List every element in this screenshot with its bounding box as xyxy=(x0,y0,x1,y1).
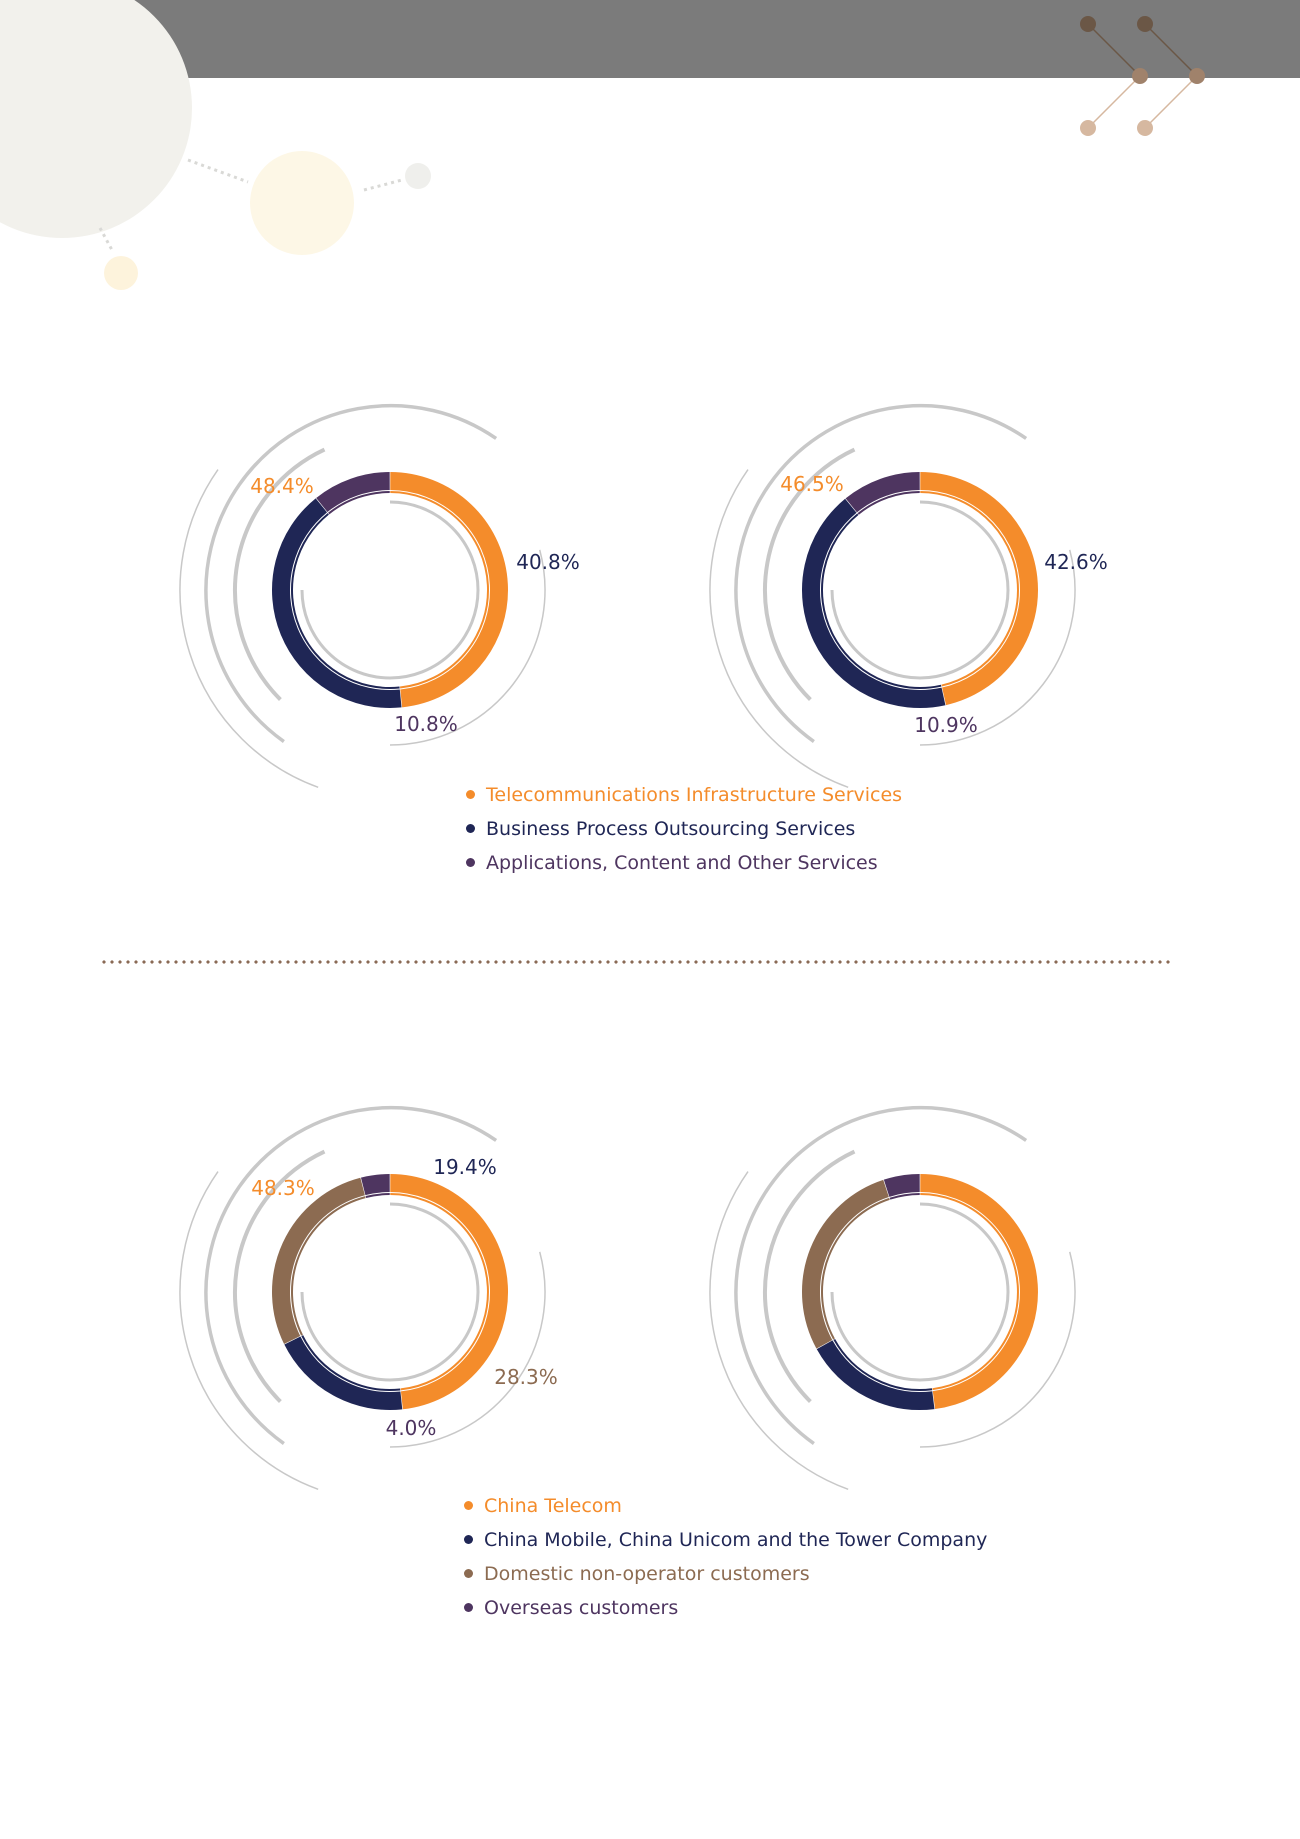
inner-arc xyxy=(300,500,480,680)
legend-label: Business Process Outsourcing Services xyxy=(486,818,856,840)
slice-inner-line xyxy=(833,1338,933,1391)
slice-inner-line xyxy=(328,491,390,515)
decorative-arc xyxy=(179,469,319,789)
legend-dot-icon xyxy=(464,1535,473,1544)
slice-inner-line xyxy=(889,1193,920,1200)
legend-customer-types: China Telecom China Mobile, China Unicom… xyxy=(464,1489,987,1625)
legend-label: China Telecom xyxy=(484,1495,622,1517)
decorative-arc xyxy=(734,403,1028,743)
legend-label: Telecommunications Infrastructure Servic… xyxy=(486,784,903,806)
legend-item: Overseas customers xyxy=(464,1591,987,1625)
slice-label-bpo: 40.8% xyxy=(516,550,580,574)
donut-slice xyxy=(284,1336,403,1410)
legend-dot-icon xyxy=(464,1603,473,1612)
slice-inner-line xyxy=(920,1193,1019,1391)
slice-inner-line xyxy=(821,1197,890,1340)
donut-slice xyxy=(802,1179,890,1349)
donut-slice xyxy=(272,498,402,708)
decorative-arc xyxy=(763,1149,856,1404)
deco-circle-small xyxy=(405,163,431,189)
donut-svg xyxy=(709,1105,1076,1491)
decorative-arc xyxy=(389,549,546,746)
slice-label-applications: 10.9% xyxy=(914,713,978,737)
decorative-arc xyxy=(919,549,1076,746)
slice-label-china-telecom: 48.3% xyxy=(251,1176,315,1200)
legend-service-types: Telecommunications Infrastructure Servic… xyxy=(466,778,902,880)
decorative-arc xyxy=(204,1105,498,1445)
decorative-arc xyxy=(919,1251,1076,1448)
donut-slice xyxy=(390,472,508,708)
decorative-arc xyxy=(709,1171,849,1491)
slice-label-telecom-infra: 46.5% xyxy=(780,472,844,496)
slice-label-mobile-unicom-tower: 19.4% xyxy=(433,1155,497,1179)
network-dots-icon xyxy=(1080,16,1205,136)
slice-inner-line xyxy=(291,1196,366,1336)
slice-inner-line xyxy=(365,1193,390,1198)
legend-label: Domestic non-operator customers xyxy=(484,1563,810,1585)
header-band xyxy=(0,0,1300,78)
legend-item: Domestic non-operator customers xyxy=(464,1557,987,1591)
dotted-divider xyxy=(100,960,1172,964)
slice-label-overseas: 4.0% xyxy=(385,1416,437,1440)
donut-slice xyxy=(920,472,1038,706)
donut-svg xyxy=(709,403,1076,789)
deco-circle-medium xyxy=(250,151,354,255)
slice-inner-line xyxy=(920,491,1019,687)
decorative-arc xyxy=(179,1171,319,1491)
legend-item: Business Process Outsourcing Services xyxy=(466,812,902,846)
donut-svg xyxy=(179,403,546,789)
legend-item: Applications, Content and Other Services xyxy=(466,846,902,880)
donut-slice xyxy=(802,498,946,708)
donut-chart-customer-left: 48.3% 19.4% 28.3% 4.0% xyxy=(130,1072,650,1491)
donut-slice xyxy=(272,1177,366,1344)
donut-slice xyxy=(316,472,390,513)
inner-arc xyxy=(830,500,1010,680)
decorative-arc xyxy=(734,1105,1028,1445)
donut-slice xyxy=(845,472,921,513)
decorative-arc xyxy=(709,469,849,789)
legend-label: Applications, Content and Other Services xyxy=(486,852,878,874)
donut-slice xyxy=(920,1174,1038,1410)
donut-slice xyxy=(816,1340,935,1410)
donut-chart-service-left: 48.4% 40.8% 10.8% xyxy=(130,370,650,789)
slice-inner-line xyxy=(390,1193,489,1391)
slice-inner-line xyxy=(390,491,490,689)
legend-item: Telecommunications Infrastructure Servic… xyxy=(466,778,902,812)
legend-dot-icon xyxy=(466,824,475,833)
decorative-arc xyxy=(233,1149,326,1404)
donut-slice xyxy=(360,1174,390,1196)
decorative-graphic xyxy=(0,0,1205,290)
slice-inner-line xyxy=(857,491,920,515)
decorative-arc xyxy=(763,447,856,702)
slice-inner-line xyxy=(291,513,400,689)
decorative-arc xyxy=(233,447,326,702)
slice-inner-line xyxy=(301,1335,401,1391)
legend-dot-icon xyxy=(466,790,475,799)
decorative-arc xyxy=(204,403,498,743)
deco-circle-tiny xyxy=(104,256,138,290)
legend-dot-icon xyxy=(466,858,475,867)
slice-label-domestic-non-operator: 28.3% xyxy=(494,1365,558,1389)
legend-item: China Telecom xyxy=(464,1489,987,1523)
legend-label: China Mobile, China Unicom and the Tower… xyxy=(484,1529,988,1551)
donut-chart-customer-right xyxy=(660,1072,1180,1491)
slice-label-bpo: 42.6% xyxy=(1044,550,1108,574)
decorative-arc xyxy=(389,1251,546,1448)
inner-arc xyxy=(300,1202,480,1382)
slice-label-applications: 10.8% xyxy=(394,712,458,736)
donut-slice xyxy=(390,1174,508,1410)
legend-dot-icon xyxy=(464,1569,473,1578)
donut-chart-service-right: 46.5% 42.6% 10.9% xyxy=(660,370,1180,789)
legend-label: Overseas customers xyxy=(484,1597,679,1619)
donut-slice xyxy=(883,1174,921,1197)
deco-circle-large xyxy=(0,0,192,238)
donut-svg xyxy=(179,1105,546,1491)
inner-arc xyxy=(830,1202,1010,1382)
legend-item: China Mobile, China Unicom and the Tower… xyxy=(464,1523,987,1557)
slice-label-telecom-infra: 48.4% xyxy=(250,474,314,498)
legend-dot-icon xyxy=(464,1501,473,1510)
slice-inner-line xyxy=(821,513,942,689)
